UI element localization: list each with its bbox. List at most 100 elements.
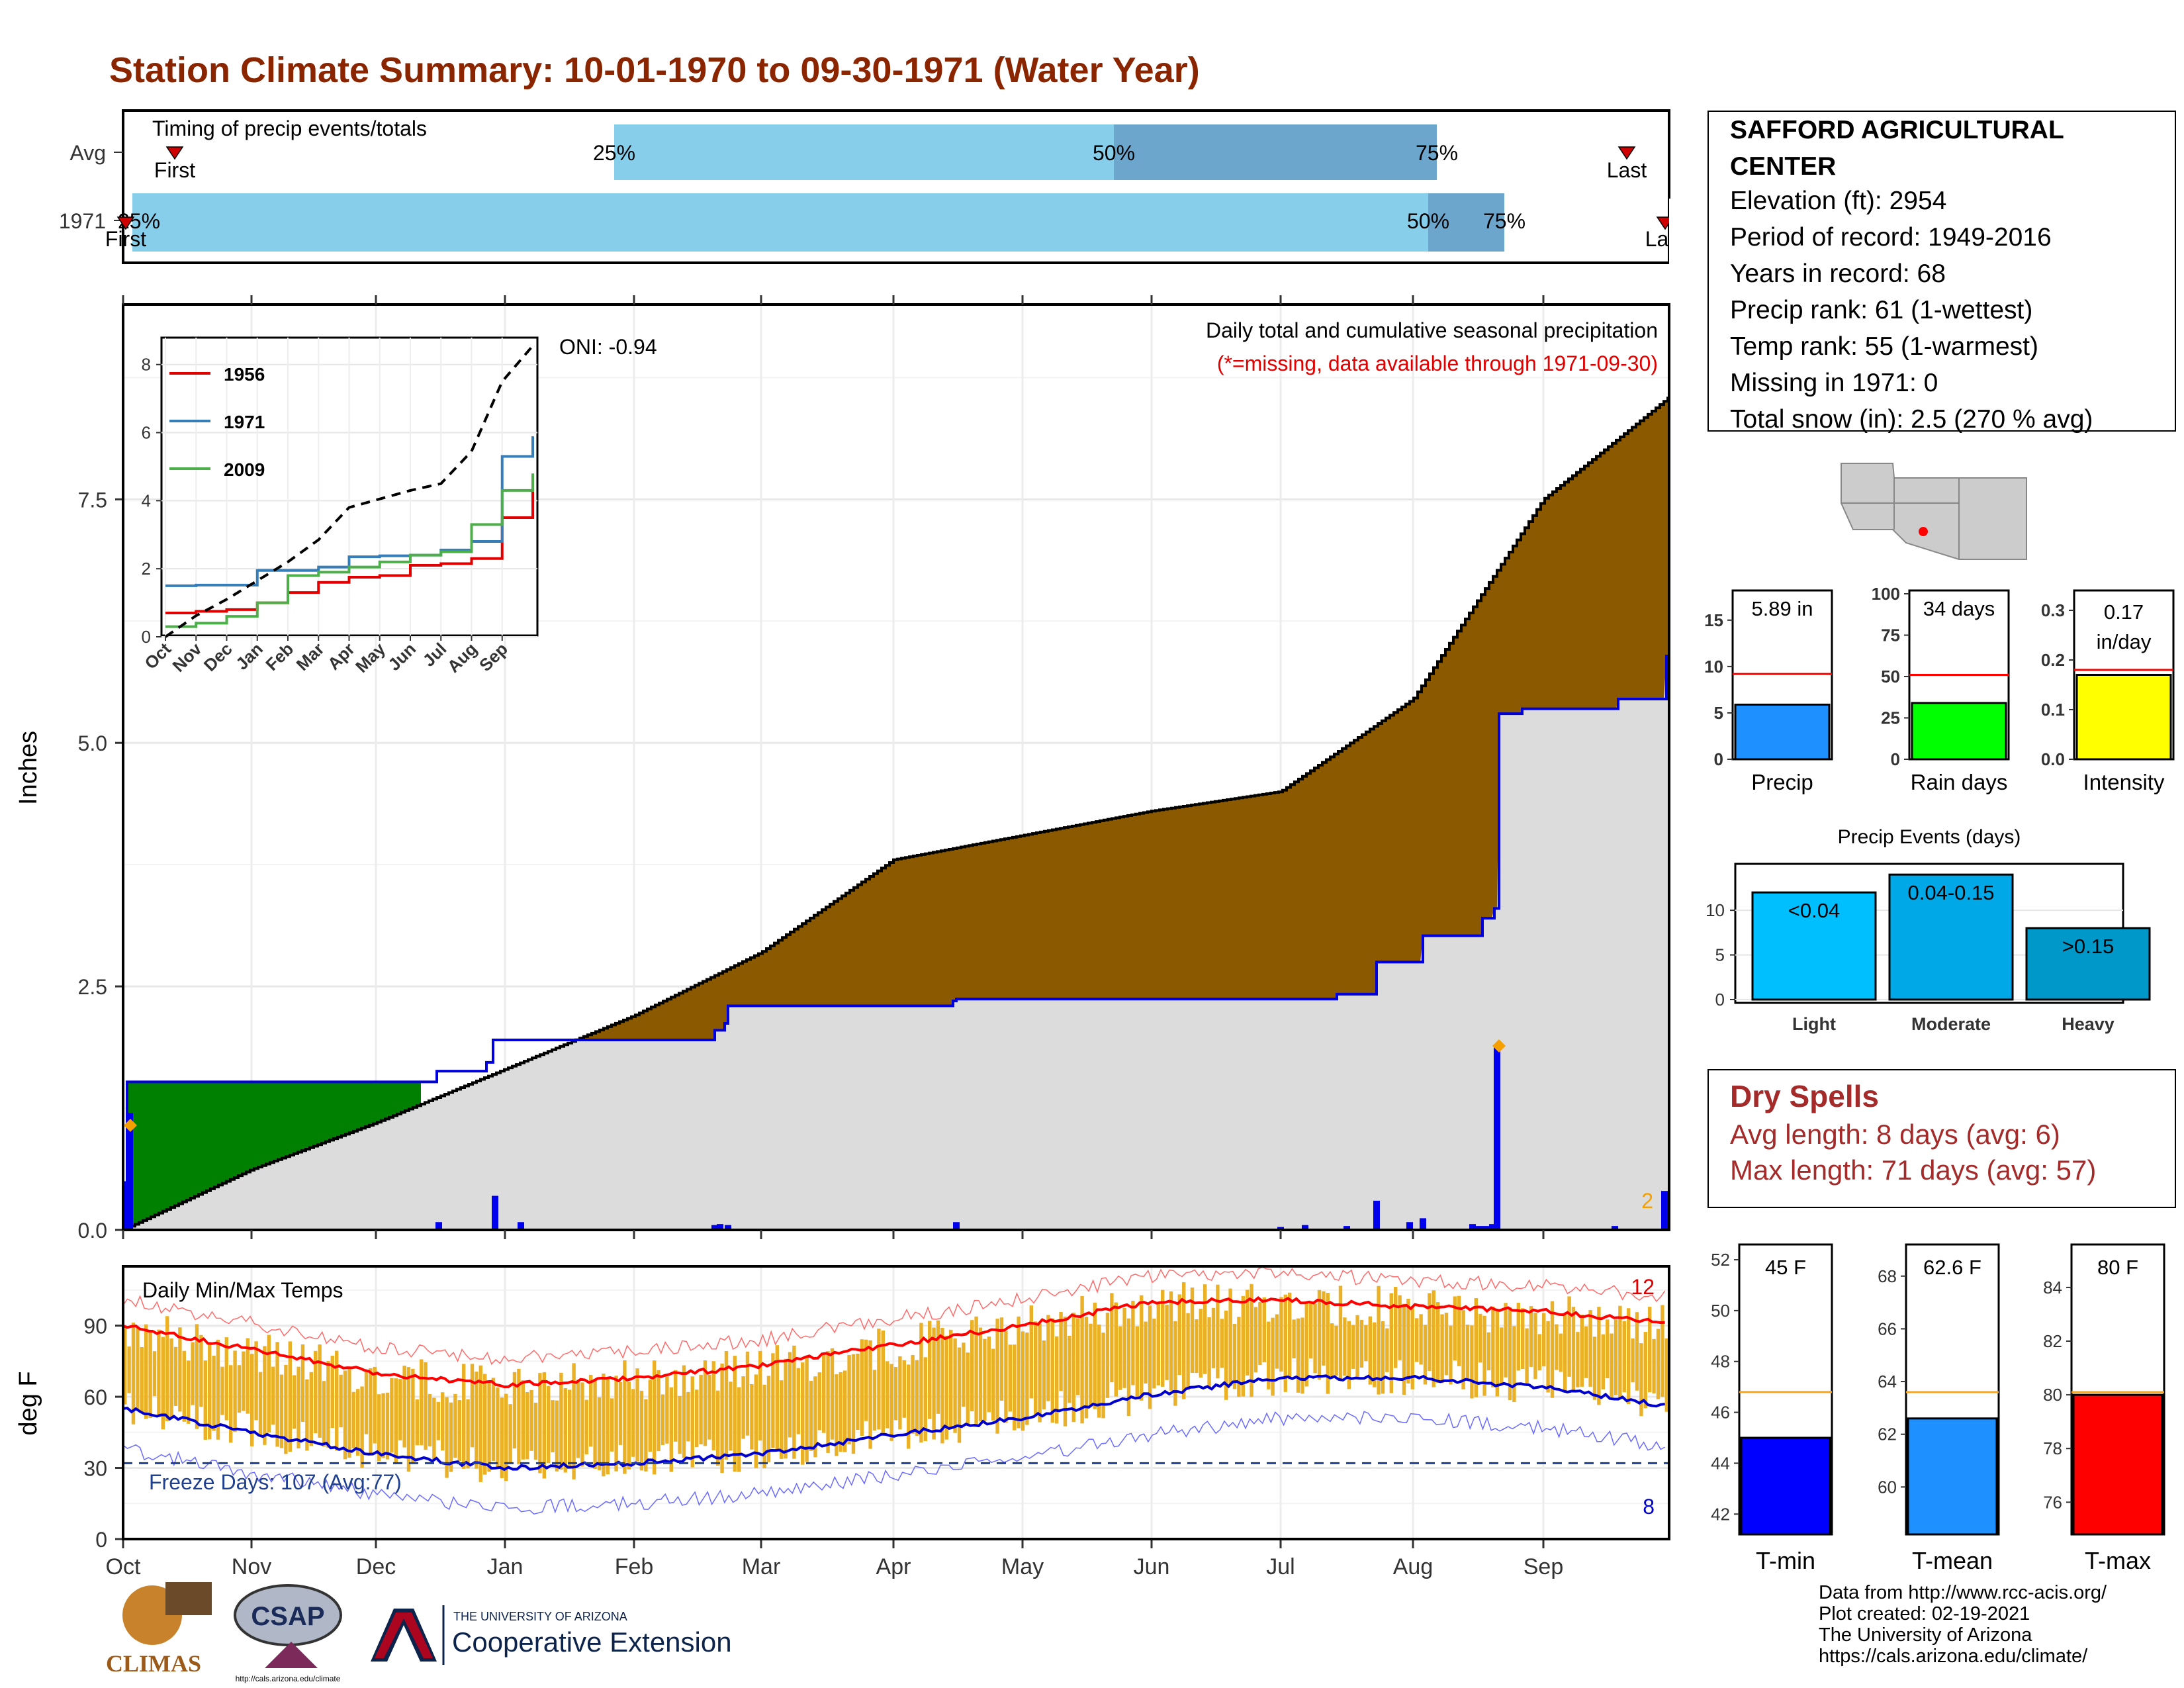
- temp-day-bar: [309, 1372, 313, 1446]
- avg-max-line: [122, 1295, 1665, 1389]
- daily-precip-bar: [1489, 1224, 1496, 1230]
- daily-precip-bar: [1302, 1225, 1308, 1230]
- tmin-label: T-min: [1756, 1547, 1815, 1574]
- temp-day-bar: [1601, 1334, 1605, 1389]
- max-record-count: 12: [1631, 1275, 1655, 1299]
- temp-day-bar: [1491, 1306, 1495, 1387]
- temp-day-bar: [788, 1352, 792, 1438]
- climas-logo: CLIMAS: [106, 1582, 212, 1677]
- temp-day-bar: [686, 1391, 690, 1442]
- temp-day-bar: [1537, 1334, 1541, 1371]
- temp-day-bar: [263, 1346, 267, 1445]
- raindays-bar: [1911, 702, 2007, 761]
- daily-precip-bar: [1420, 1218, 1426, 1230]
- temp-day-bar: [1521, 1308, 1525, 1370]
- daily-precip-bar: [1482, 1226, 1489, 1230]
- temp-day-bar: [915, 1360, 919, 1436]
- temp-day-bar: [1368, 1316, 1372, 1385]
- temp-day-bar: [1373, 1322, 1377, 1387]
- temp-day-bar: [381, 1393, 385, 1458]
- daily-precip-bar: [725, 1225, 731, 1230]
- temp-day-bar: [521, 1380, 525, 1460]
- temp-day-bar: [936, 1320, 940, 1414]
- temp-day-bar: [1648, 1307, 1652, 1393]
- events-cat-label: Light: [1792, 1014, 1836, 1034]
- ua-logo: THE UNIVERSITY OF ARIZONA Cooperative Ex…: [371, 1605, 732, 1665]
- temp-day-bar: [441, 1392, 445, 1451]
- inset-line-1956: [165, 490, 534, 615]
- mini-ytick-label: 25: [1881, 708, 1900, 728]
- temp-day-bar: [182, 1350, 186, 1422]
- temp-day-bar: [851, 1354, 856, 1454]
- tbar-ytick-label: 52: [1711, 1250, 1730, 1270]
- temp-day-bar: [1216, 1284, 1220, 1379]
- temp-day-bar: [902, 1360, 906, 1418]
- footer-univ: The University of Arizona: [1819, 1624, 2032, 1646]
- temp-day-bar: [1322, 1291, 1326, 1366]
- daily-precip-bar: [122, 1181, 129, 1230]
- temp-day-bar: [1635, 1312, 1639, 1391]
- temp-day-bar: [720, 1363, 724, 1474]
- month-label-may: May: [1001, 1554, 1044, 1579]
- events-ytick-label: 0: [1715, 990, 1725, 1009]
- temp-day-bar: [462, 1364, 466, 1469]
- legend-label-1971: 1971: [224, 412, 265, 432]
- temp-day-bar: [1444, 1313, 1449, 1376]
- temp-day-bar: [1110, 1293, 1114, 1383]
- temp-day-bar: [784, 1358, 788, 1459]
- avg-cumulative-line: [123, 397, 1669, 1231]
- temp-day-bar: [695, 1389, 699, 1448]
- temp-day-bar: [856, 1353, 860, 1430]
- temp-day-bar: [300, 1344, 305, 1423]
- temp-day-bar: [1097, 1324, 1101, 1418]
- daily-precip-bar: [435, 1222, 442, 1230]
- temp-day-bar: [1406, 1299, 1410, 1383]
- tbar-ytick-label: 62: [1878, 1425, 1897, 1444]
- temp-day-bar: [1440, 1314, 1444, 1383]
- temp-day-bar: [580, 1382, 584, 1467]
- temp-day-bar: [928, 1321, 932, 1419]
- temp-day-bar: [1533, 1313, 1537, 1380]
- daily-precip-bars: [122, 1045, 1668, 1230]
- temp-day-bar: [1567, 1296, 1571, 1377]
- tmin-bar: [1740, 1436, 1831, 1536]
- temp-day-bar: [542, 1372, 546, 1479]
- temp-rank: Temp rank: 55 (1-warmest): [1730, 332, 2038, 361]
- avg-min-line: [122, 1374, 1665, 1472]
- temp-day-bar: [1055, 1336, 1059, 1424]
- temp-day-bar: [889, 1364, 893, 1441]
- temp-day-bar: [293, 1375, 296, 1429]
- daily-precip-bar: [1343, 1226, 1350, 1230]
- station-info-box: SAFFORD AGRICULTURAL CENTER Elevation (f…: [1707, 111, 2176, 434]
- temp-day-bar: [754, 1374, 758, 1468]
- temp-day-bar: [364, 1370, 369, 1434]
- tmean-label: T-mean: [1912, 1547, 1993, 1574]
- temp-day-bar: [157, 1329, 161, 1417]
- temp-day-bar: [1550, 1301, 1555, 1398]
- temp-day-bar: [962, 1342, 966, 1407]
- temp-day-bar: [1220, 1319, 1224, 1368]
- temp-day-bar: [1169, 1291, 1173, 1391]
- temp-day-bar: [318, 1344, 322, 1438]
- temp-day-bar: [220, 1366, 224, 1415]
- temp-day-bar: [445, 1397, 449, 1478]
- temp-day-bar: [487, 1382, 491, 1472]
- temp-day-bar: [466, 1399, 470, 1469]
- tbar-ytick-label: 68: [1878, 1266, 1897, 1286]
- events-ytick-label: 10: [1706, 900, 1725, 920]
- precip-panel: 0.0 2.5 5.0 7.5 Inches ONI: -0.94 Daily tot…: [15, 303, 1670, 1243]
- temp-day-bar: [813, 1376, 817, 1458]
- temp-day-bar: [1334, 1325, 1338, 1376]
- temp-day-bar: [589, 1374, 593, 1447]
- temp-day-bar: [1050, 1318, 1054, 1423]
- daily-precip-bar: [1476, 1226, 1482, 1230]
- timing-1971-first-marker: [116, 216, 135, 230]
- temp-day-bar: [173, 1346, 178, 1406]
- timing-1971-iqr-high: [1428, 193, 1504, 252]
- temp-day-bar: [1131, 1301, 1135, 1385]
- precip-rank: Precip rank: 61 (1-wettest): [1730, 296, 2033, 324]
- temp-day-bar: [1304, 1303, 1308, 1387]
- temp-day-bar: [576, 1380, 580, 1458]
- temp-day-bar: [1195, 1319, 1199, 1374]
- temp-day-bar: [305, 1379, 309, 1451]
